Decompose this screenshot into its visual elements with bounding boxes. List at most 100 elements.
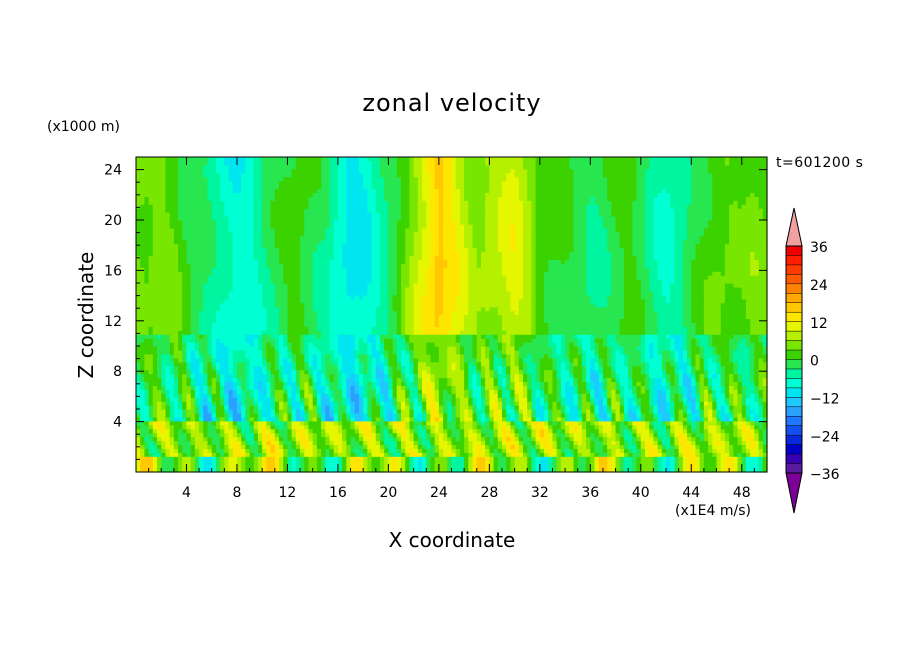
field-cell <box>342 330 347 335</box>
field-cell <box>220 267 225 272</box>
field-cell <box>236 373 242 379</box>
field-cell <box>211 393 217 398</box>
field-cell <box>392 322 398 327</box>
field-cell <box>354 239 360 245</box>
field-cell <box>337 251 343 257</box>
field-cell <box>350 220 356 225</box>
field-cell <box>367 168 373 174</box>
field-cell <box>194 275 200 280</box>
field-cell <box>190 271 196 276</box>
field-cell <box>342 361 347 367</box>
field-cell <box>295 349 301 355</box>
field-cell <box>358 440 364 446</box>
field-cell <box>249 349 255 355</box>
field-cell <box>304 294 310 300</box>
field-cell <box>253 432 259 438</box>
field-cell <box>304 196 310 201</box>
field-cell <box>392 196 398 201</box>
field-cell <box>321 298 326 304</box>
field-cell <box>140 180 146 186</box>
field-cell <box>186 192 192 197</box>
field-cell <box>169 306 175 312</box>
field-cell <box>140 412 146 418</box>
field-cell <box>333 416 339 422</box>
field-cell <box>241 216 246 221</box>
field-cell <box>363 188 368 194</box>
field-cell <box>249 212 255 217</box>
field-cell <box>295 188 301 194</box>
field-cell <box>295 424 301 430</box>
field-cell <box>367 334 373 339</box>
field-cell <box>392 172 398 178</box>
field-cell <box>190 314 196 320</box>
field-cell <box>308 412 314 418</box>
field-cell <box>194 204 200 209</box>
field-cell <box>270 385 276 390</box>
field-cell <box>342 314 347 320</box>
field-cell <box>178 416 183 422</box>
field-cell <box>148 223 154 229</box>
field-cell <box>241 373 246 379</box>
field-cell <box>358 452 364 457</box>
field-cell <box>342 168 347 174</box>
field-cell <box>157 188 162 194</box>
field-cell <box>194 369 200 375</box>
field-cell <box>165 401 171 406</box>
field-cell <box>228 349 234 355</box>
field-cell <box>300 279 305 284</box>
field-cell <box>148 365 154 371</box>
field-cell <box>346 227 352 233</box>
field-cell <box>367 290 373 296</box>
field-cell <box>329 412 335 418</box>
field-cell <box>291 342 297 347</box>
field-cell <box>245 176 251 182</box>
field-cell <box>211 444 217 449</box>
field-cell <box>283 361 289 367</box>
field-cell <box>241 298 246 304</box>
field-cell <box>224 377 230 383</box>
field-cell <box>325 420 331 426</box>
field-cell <box>287 385 293 390</box>
field-cell <box>333 373 339 379</box>
field-cell <box>161 172 167 178</box>
field-cell <box>173 263 179 268</box>
field-cell <box>367 220 373 225</box>
field-cell <box>312 401 318 406</box>
field-cell <box>257 349 263 355</box>
field-cell <box>157 310 162 316</box>
field-cell <box>173 208 179 213</box>
field-cell <box>333 440 339 446</box>
field-cell <box>136 373 141 379</box>
field-cell <box>346 401 352 406</box>
field-cell <box>253 212 259 217</box>
field-cell <box>178 271 183 276</box>
field-cell <box>337 369 343 375</box>
field-cell <box>236 180 242 186</box>
field-cell <box>266 176 272 182</box>
field-cell <box>375 436 381 442</box>
field-cell <box>367 448 373 453</box>
field-cell <box>291 349 297 355</box>
field-cell <box>384 440 389 446</box>
field-cell <box>245 342 251 347</box>
field-cell <box>173 353 179 359</box>
field-cell <box>291 346 297 351</box>
field-cell <box>215 318 221 323</box>
field-cell <box>350 369 356 375</box>
field-cell <box>354 235 360 241</box>
field-cell <box>295 271 301 276</box>
field-cell <box>295 405 301 410</box>
field-cell <box>186 412 192 418</box>
field-cell <box>152 227 158 233</box>
field-cell <box>321 357 326 363</box>
field-cell <box>182 361 188 367</box>
field-cell <box>245 322 251 327</box>
field-cell <box>392 251 398 257</box>
field-cell <box>346 346 352 351</box>
field-cell <box>215 231 221 237</box>
field-cell <box>224 456 230 461</box>
field-cell <box>182 326 188 331</box>
field-cell <box>291 326 297 331</box>
field-cell <box>241 239 246 245</box>
field-cell <box>178 157 183 162</box>
